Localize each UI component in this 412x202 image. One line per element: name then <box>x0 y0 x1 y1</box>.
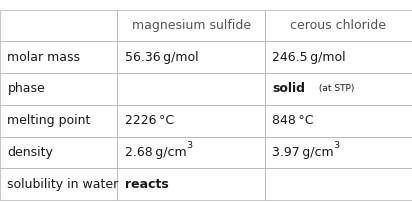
Bar <box>0 10 117 41</box>
Bar <box>117 41 265 73</box>
Text: solubility in water: solubility in water <box>7 178 119 191</box>
Bar <box>0 73 117 105</box>
Text: 3: 3 <box>186 141 192 150</box>
Text: magnesium sulfide: magnesium sulfide <box>131 19 251 32</box>
Text: density: density <box>7 146 53 159</box>
Text: 2.68 g/cm: 2.68 g/cm <box>125 146 187 159</box>
Text: phase: phase <box>7 82 45 96</box>
Text: solid: solid <box>272 82 305 96</box>
Bar <box>265 168 412 200</box>
Bar <box>265 73 412 105</box>
Bar <box>117 105 265 137</box>
Text: 56.36 g/mol: 56.36 g/mol <box>125 51 199 64</box>
Bar <box>0 137 117 168</box>
Text: (at STP): (at STP) <box>316 84 355 94</box>
Text: reacts: reacts <box>125 178 169 191</box>
Bar <box>265 41 412 73</box>
Text: 848 °C: 848 °C <box>272 114 314 127</box>
Text: 2226 °C: 2226 °C <box>125 114 174 127</box>
Bar <box>117 137 265 168</box>
Text: 3: 3 <box>333 141 339 150</box>
Bar <box>0 168 117 200</box>
Text: cerous chloride: cerous chloride <box>290 19 386 32</box>
Bar <box>117 73 265 105</box>
Text: 246.5 g/mol: 246.5 g/mol <box>272 51 346 64</box>
Bar <box>265 137 412 168</box>
Bar <box>0 105 117 137</box>
Text: molar mass: molar mass <box>7 51 80 64</box>
Bar <box>265 105 412 137</box>
Bar <box>0 41 117 73</box>
Text: melting point: melting point <box>7 114 91 127</box>
Bar <box>265 10 412 41</box>
Bar <box>117 168 265 200</box>
Bar <box>117 10 265 41</box>
Text: 3.97 g/cm: 3.97 g/cm <box>272 146 334 159</box>
